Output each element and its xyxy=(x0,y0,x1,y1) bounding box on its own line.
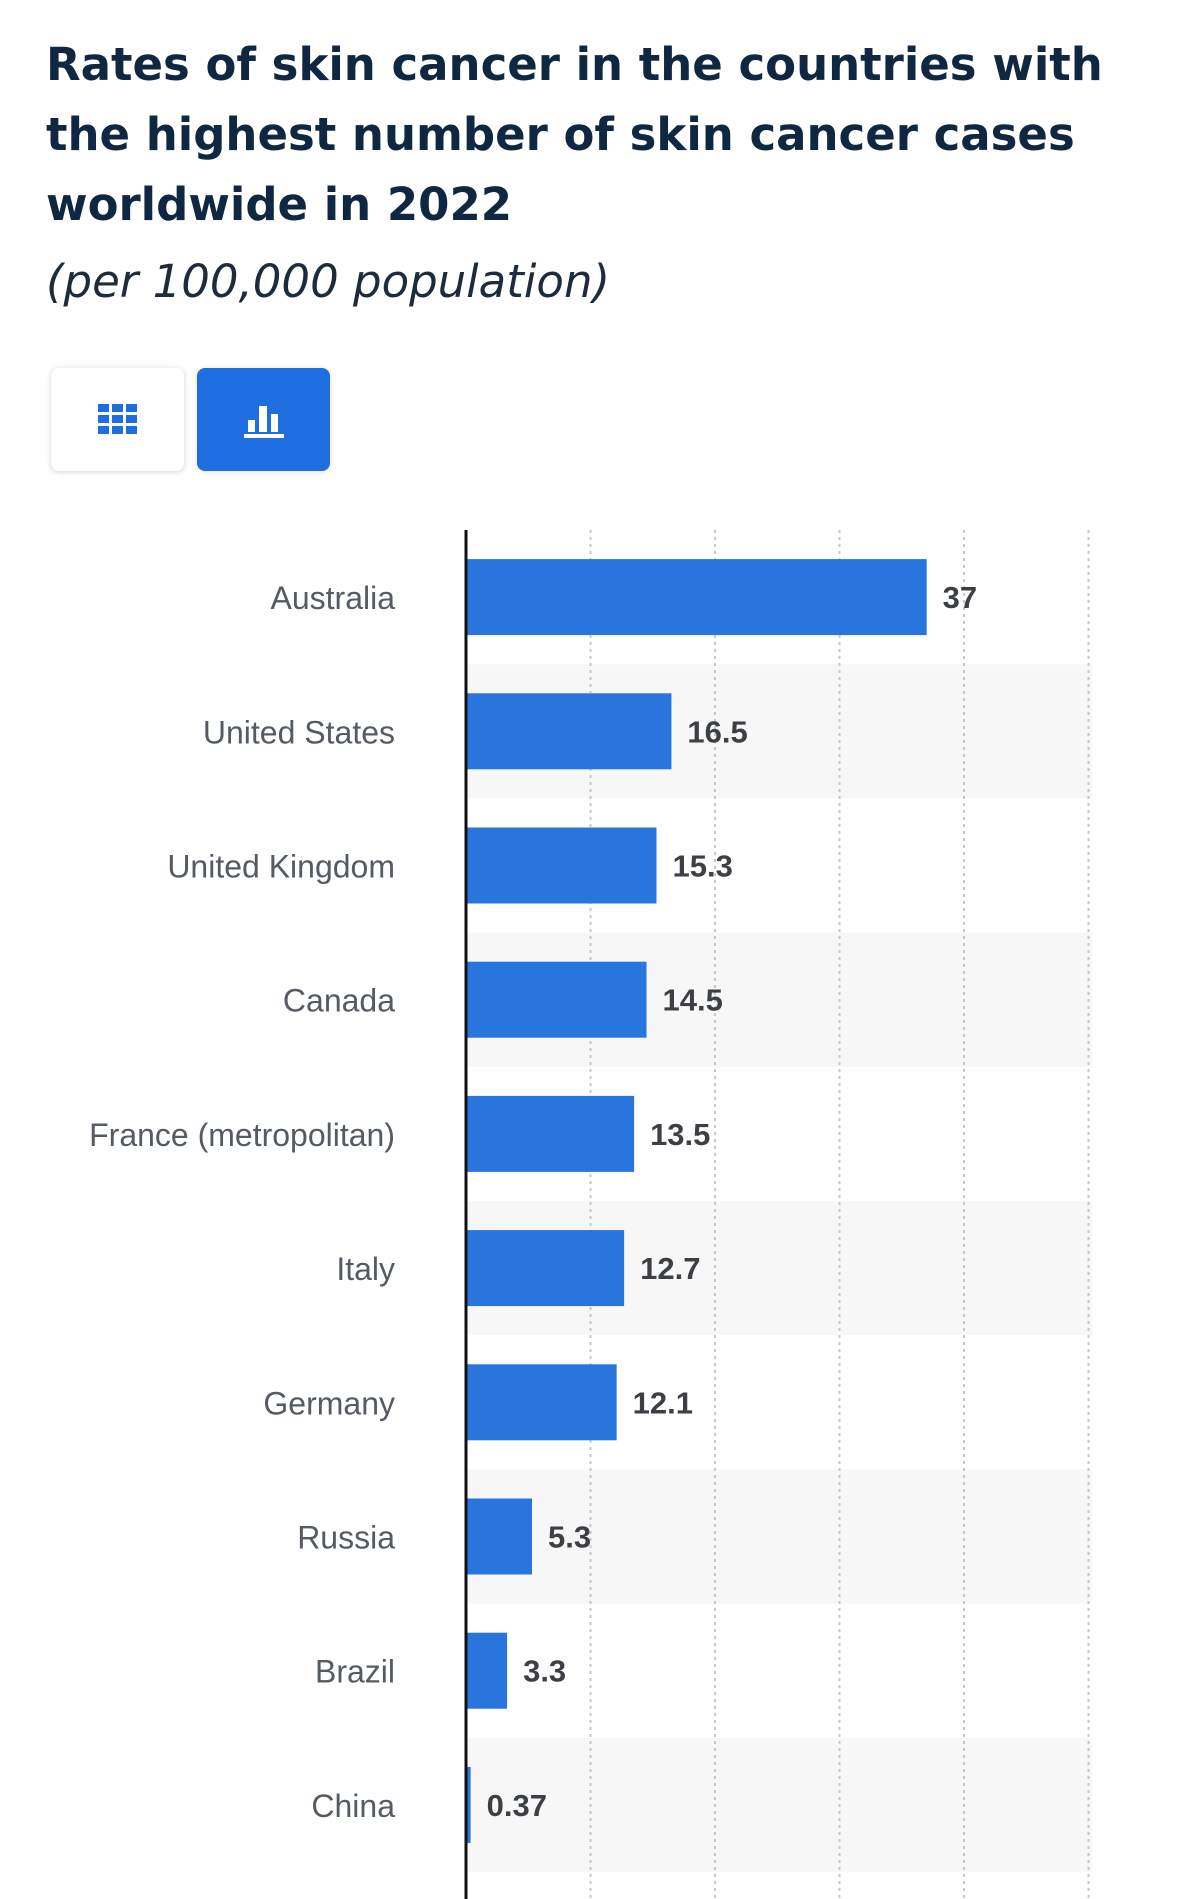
value-label: 12.1 xyxy=(633,1385,693,1420)
category-label: Australia xyxy=(271,580,396,616)
value-label: 37 xyxy=(943,580,977,615)
table-view-button[interactable] xyxy=(51,368,184,471)
bar xyxy=(466,693,672,770)
chart-subtitle: (per 100,000 population) xyxy=(46,255,611,308)
value-label: 15.3 xyxy=(672,849,732,884)
bar xyxy=(466,1498,532,1575)
value-label: 3.3 xyxy=(523,1654,566,1689)
category-label: United Kingdom xyxy=(167,849,395,885)
bar xyxy=(466,1230,625,1307)
category-label: Germany xyxy=(263,1385,395,1421)
chart-view-button[interactable] xyxy=(197,368,330,471)
bar xyxy=(466,1632,508,1709)
chart-title: Rates of skin cancer in the countries wi… xyxy=(46,38,1103,231)
value-label: 0.37 xyxy=(487,1788,547,1823)
bar xyxy=(466,961,647,1038)
grid-icon xyxy=(97,403,137,434)
value-label: 14.5 xyxy=(663,983,723,1018)
row-stripe xyxy=(466,1737,1092,1872)
value-label: 13.5 xyxy=(650,1117,710,1152)
category-label: United States xyxy=(203,714,395,750)
bar xyxy=(466,1364,617,1441)
row-stripe xyxy=(466,1469,1092,1604)
category-label: Russia xyxy=(297,1520,395,1556)
bar xyxy=(466,1766,471,1843)
value-label: 5.3 xyxy=(548,1520,591,1555)
value-label: 12.7 xyxy=(640,1251,700,1286)
category-label: Italy xyxy=(336,1251,395,1287)
bar xyxy=(466,1095,635,1172)
value-label: 16.5 xyxy=(687,714,747,749)
category-label: France (metropolitan) xyxy=(89,1117,395,1153)
category-label: Canada xyxy=(283,983,395,1019)
category-label: China xyxy=(311,1788,395,1824)
bar-chart-icon xyxy=(243,405,284,438)
bar xyxy=(466,827,657,904)
bar xyxy=(466,559,927,636)
category-label: Brazil xyxy=(315,1654,395,1690)
